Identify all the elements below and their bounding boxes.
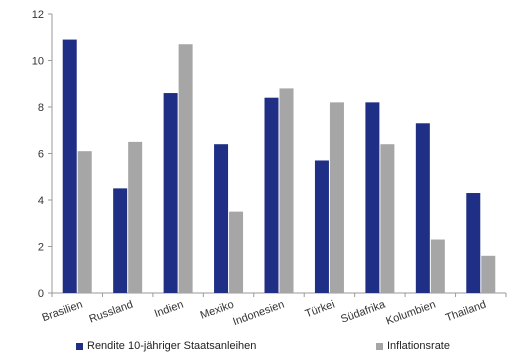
bar-inflation	[329, 102, 344, 293]
y-tick-label: 4	[38, 195, 44, 207]
bar-rendite	[113, 188, 128, 293]
bar-rendite	[163, 93, 178, 293]
bar-rendite	[415, 123, 430, 294]
y-tick-label: 2	[38, 242, 44, 254]
x-tick-label: Türkei	[304, 299, 337, 321]
legend-swatch-inflation	[376, 342, 383, 350]
bar-rendite	[264, 97, 279, 293]
x-tick-label: Indonesien	[231, 299, 286, 329]
x-tick-label: Kolumbien	[384, 299, 437, 328]
legend-item-rendite: Rendite 10-jähriger Staatsanleihen	[76, 340, 256, 352]
x-tick-label: Russland	[87, 299, 134, 326]
x-tick-label: Südafrika	[339, 298, 388, 325]
x-tick-label: Mexiko	[199, 299, 236, 322]
bar-inflation	[229, 211, 244, 293]
legend-label-inflation: Inflationsrate	[387, 340, 450, 352]
bar-inflation	[430, 239, 445, 293]
y-tick-label: 0	[38, 288, 44, 300]
bar-inflation	[380, 144, 395, 293]
legend: Rendite 10-jähriger Staatsanleihen Infla…	[0, 340, 519, 356]
legend-swatch-rendite	[76, 342, 83, 350]
y-tick-label: 10	[32, 56, 44, 68]
bar-rendite	[214, 144, 229, 293]
y-axis: 0 2 4 6 8 10 12	[32, 9, 53, 300]
y-tick-label: 6	[38, 149, 44, 161]
bar-inflation	[77, 151, 92, 293]
bar-rendite	[62, 39, 77, 294]
bar-inflation	[178, 44, 193, 293]
bars	[62, 39, 496, 294]
y-tick-label: 12	[32, 9, 44, 21]
x-tick-label: Indien	[153, 299, 185, 321]
x-tick-label: Thailand	[444, 299, 488, 325]
bar-inflation	[128, 141, 143, 293]
legend-item-inflation: Inflationsrate	[376, 340, 450, 352]
bar-rendite	[365, 102, 380, 293]
bar-rendite	[466, 193, 481, 293]
bar-rendite	[314, 160, 329, 293]
legend-label-rendite: Rendite 10-jähriger Staatsanleihen	[87, 340, 257, 352]
y-tick-label: 8	[38, 102, 44, 114]
bar-inflation	[279, 88, 294, 294]
x-tick-label: Brasilien	[41, 299, 85, 325]
bar-inflation	[481, 255, 496, 293]
